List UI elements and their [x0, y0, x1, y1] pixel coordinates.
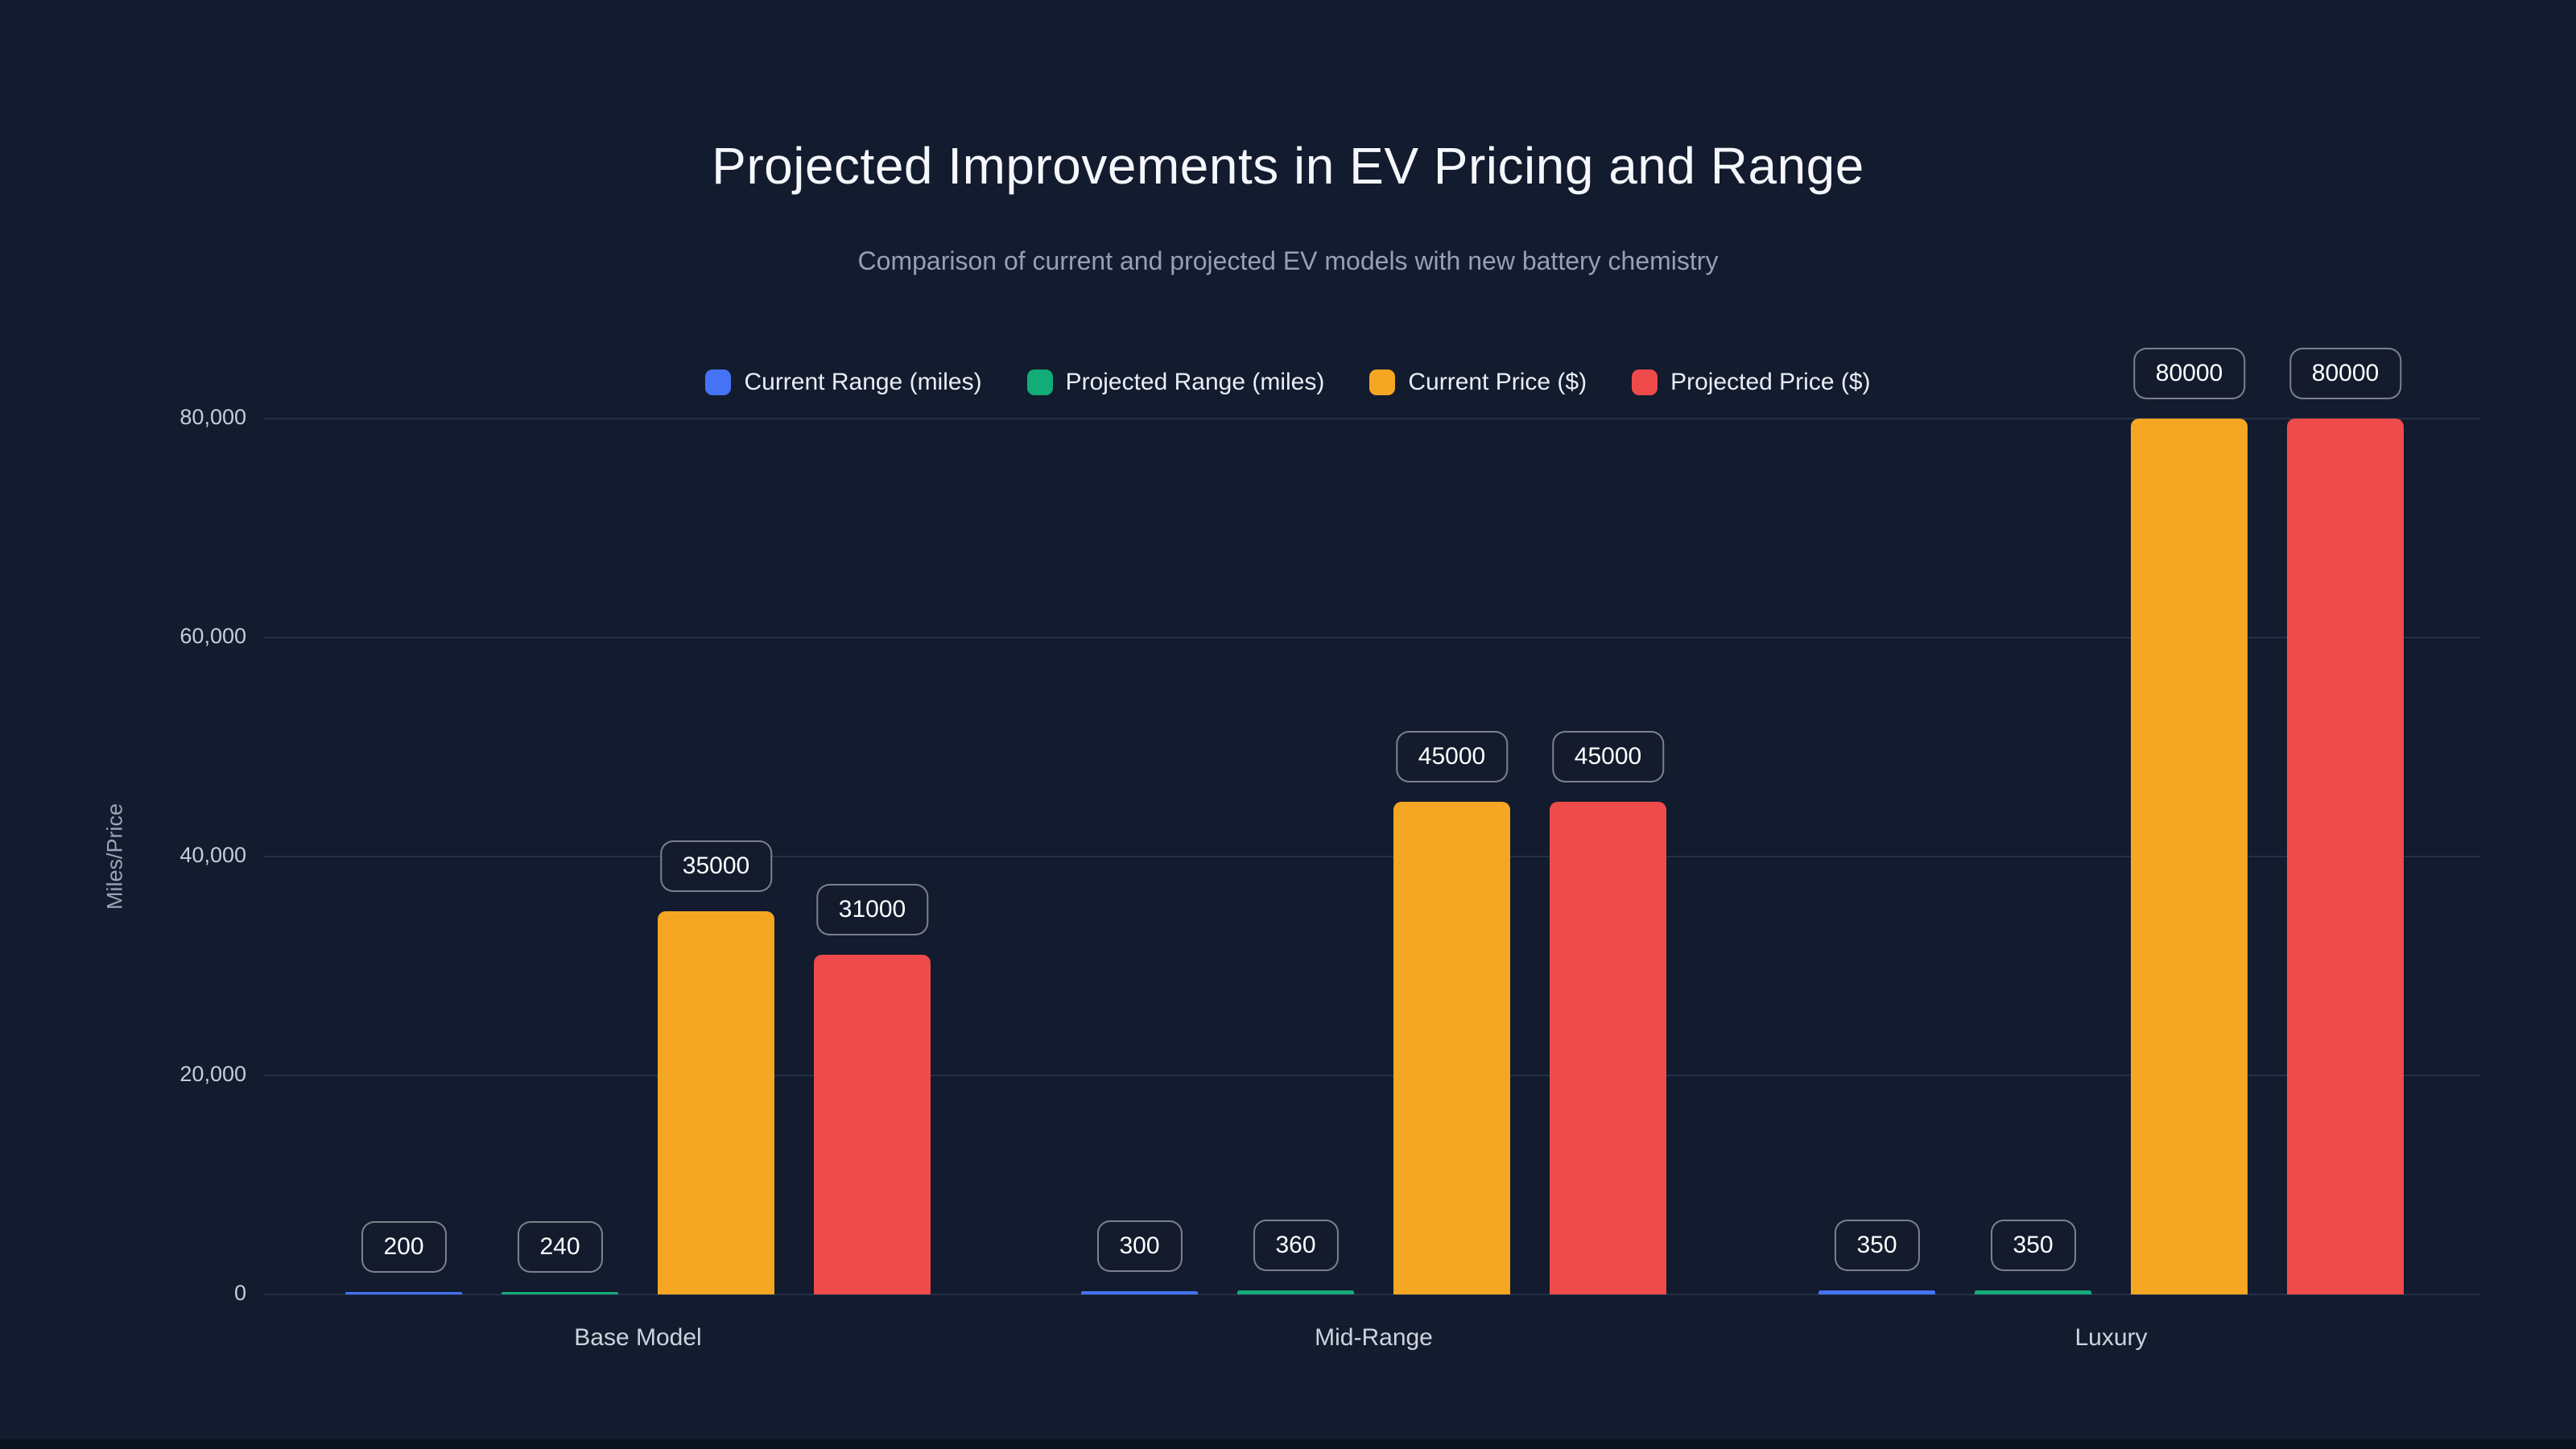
bar-current-price-base-model[interactable] — [658, 911, 774, 1294]
bar-projected-range-miles-luxury[interactable] — [1975, 1290, 2091, 1294]
value-label: 200 — [361, 1221, 447, 1273]
value-label: 35000 — [659, 840, 773, 892]
legend: Current Range (miles) Projected Range (mi… — [0, 369, 2576, 396]
y-tick-label: 80,000 — [180, 405, 246, 429]
plot-area: 200 300 350 240 360 350 35000 45000 80000 31000 45… — [263, 346, 2480, 1295]
y-tick-label: 20,000 — [180, 1062, 246, 1086]
gridline — [263, 1294, 2480, 1295]
gridline — [263, 856, 2480, 857]
legend-label: Projected Range (miles) — [1065, 369, 1325, 395]
bar-current-price-mid-range[interactable] — [1393, 802, 1510, 1294]
x-axis-label-luxury: Luxury — [2074, 1324, 2148, 1351]
y-tick-label: 0 — [233, 1281, 246, 1305]
value-label: 80000 — [2132, 348, 2246, 399]
legend-item-current-price[interactable]: Current Price ($) — [1369, 369, 1587, 396]
legend-swatch — [1369, 369, 1396, 395]
bar-projected-range-miles-base-model[interactable] — [502, 1291, 618, 1294]
value-label: 240 — [517, 1220, 603, 1273]
legend-item-projected-price[interactable]: Projected Price ($) — [1632, 369, 1871, 396]
legend-item-current-range-miles[interactable]: Current Range (miles) — [705, 369, 982, 396]
legend-swatch — [1632, 369, 1658, 395]
bar-current-range-miles-luxury[interactable] — [1818, 1290, 1935, 1294]
y-axis: 0 20,000 40,000 60,000 80,000 — [0, 0, 246, 1449]
value-label: 350 — [1990, 1220, 2076, 1272]
bar-current-range-miles-mid-range[interactable] — [1081, 1290, 1198, 1294]
x-axis-label-mid-range: Mid-Range — [1315, 1324, 1433, 1351]
value-label: 45000 — [1395, 731, 1509, 782]
x-axis-label-base-model: Base Model — [574, 1324, 702, 1351]
value-label: 360 — [1253, 1220, 1339, 1272]
value-label: 80000 — [2289, 348, 2402, 399]
legend-swatch — [1026, 369, 1053, 395]
value-label: 350 — [1834, 1220, 1920, 1272]
gridline — [263, 637, 2480, 638]
gridline — [263, 1075, 2480, 1076]
chart-subtitle: Comparison of current and projected EV m… — [857, 246, 1719, 275]
chart-title: Projected Improvements in EV Pricing and… — [712, 136, 1864, 195]
y-tick-label: 60,000 — [180, 624, 246, 648]
bottom-edge — [0, 1439, 2576, 1449]
bar-projected-price-mid-range[interactable] — [1550, 802, 1666, 1294]
gridline — [263, 418, 2480, 419]
legend-label: Projected Price ($) — [1670, 369, 1871, 395]
bar-projected-price-base-model[interactable] — [814, 955, 931, 1294]
bar-projected-range-miles-mid-range[interactable] — [1237, 1290, 1354, 1294]
legend-label: Current Price ($) — [1408, 369, 1587, 395]
bar-current-range-miles-base-model[interactable] — [345, 1292, 462, 1294]
y-tick-label: 40,000 — [180, 843, 246, 867]
bar-current-price-luxury[interactable] — [2131, 419, 2248, 1294]
value-label: 31000 — [815, 884, 929, 936]
value-label: 300 — [1096, 1220, 1183, 1272]
legend-swatch — [705, 369, 732, 395]
legend-label: Current Range (miles) — [744, 369, 982, 395]
legend-item-projected-range-miles[interactable]: Projected Range (miles) — [1026, 369, 1325, 396]
bar-projected-price-luxury[interactable] — [2287, 419, 2404, 1294]
value-label: 45000 — [1551, 731, 1665, 782]
